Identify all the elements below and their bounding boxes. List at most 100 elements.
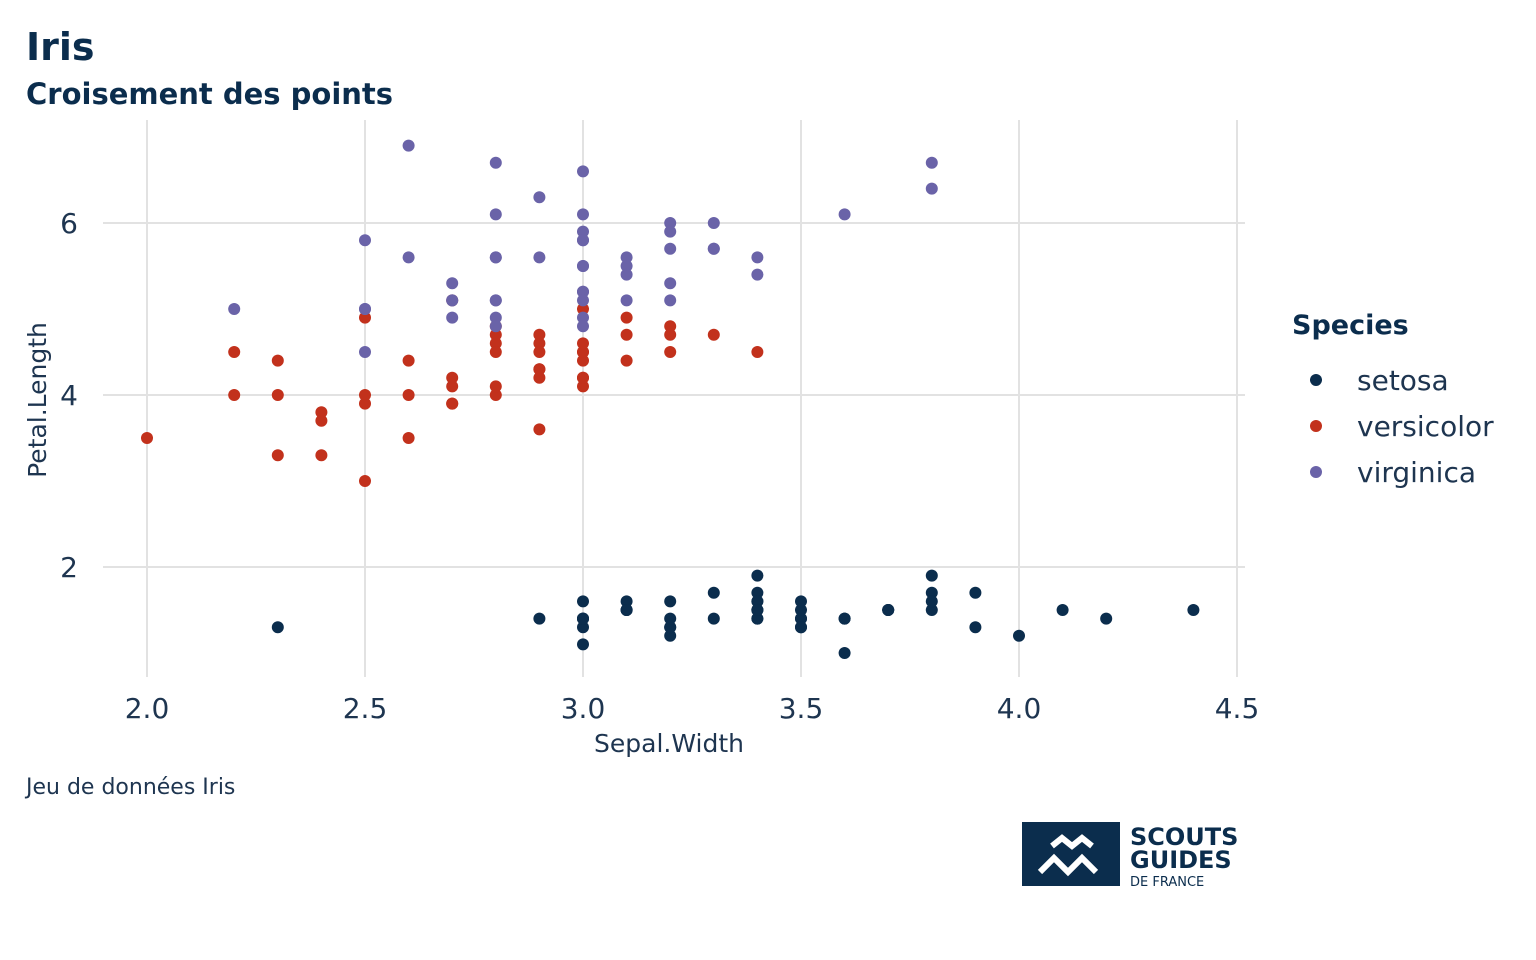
point-versicolor	[489, 337, 502, 350]
point-setosa	[795, 612, 807, 625]
x-tick-label: 4.5	[1215, 692, 1260, 725]
point-virginica	[664, 242, 677, 255]
point-setosa	[1100, 612, 1113, 625]
point-virginica	[620, 251, 633, 264]
point-versicolor	[446, 397, 459, 410]
logo-line3: DE FRANCE	[1130, 875, 1204, 890]
point-versicolor	[533, 363, 546, 376]
chart-subtitle: Croisement des points	[26, 77, 393, 111]
point-setosa	[751, 595, 764, 608]
point-setosa	[969, 621, 982, 634]
point-setosa	[620, 604, 633, 616]
point-versicolor	[577, 371, 589, 384]
logo-line1: SCOUTS	[1130, 823, 1238, 851]
legend-label-virginica: virginica	[1357, 456, 1476, 489]
point-versicolor	[489, 380, 502, 393]
logo-badge	[1022, 822, 1120, 886]
point-versicolor	[446, 371, 459, 384]
legend-key-virginica	[1310, 466, 1322, 478]
point-versicolor	[228, 346, 241, 358]
point-setosa	[882, 604, 895, 616]
point-versicolor	[228, 389, 241, 401]
point-setosa	[533, 612, 546, 625]
point-setosa	[271, 621, 284, 634]
point-versicolor	[533, 346, 546, 358]
x-tick-label: 3.5	[779, 692, 824, 725]
point-virginica	[664, 277, 677, 290]
point-virginica	[620, 260, 633, 272]
point-versicolor	[315, 449, 328, 462]
point-versicolor	[489, 346, 502, 358]
point-virginica	[925, 182, 938, 195]
point-setosa	[664, 595, 677, 608]
point-setosa	[577, 638, 589, 651]
chart-caption: Jeu de données Iris	[24, 775, 235, 800]
point-setosa	[751, 569, 764, 582]
point-virginica	[533, 251, 546, 264]
point-virginica	[577, 294, 589, 307]
point-versicolor	[533, 423, 546, 436]
legend-label-versicolor: versicolor	[1357, 410, 1494, 443]
y-tick-label: 2	[60, 551, 78, 584]
point-virginica	[577, 285, 589, 298]
point-virginica	[577, 165, 589, 178]
point-setosa	[577, 595, 589, 608]
point-virginica	[664, 294, 677, 307]
point-setosa	[751, 586, 764, 599]
point-versicolor	[359, 397, 371, 410]
chart-title: Iris	[26, 25, 95, 69]
y-tick-label: 6	[60, 207, 78, 240]
legend-key-setosa	[1310, 374, 1322, 386]
point-versicolor	[359, 389, 371, 401]
point-setosa	[664, 629, 677, 642]
point-setosa	[838, 612, 851, 625]
point-setosa	[969, 586, 982, 599]
point-setosa	[795, 604, 807, 616]
point-versicolor	[664, 320, 677, 333]
point-virginica	[446, 311, 459, 324]
point-virginica	[489, 208, 502, 221]
point-virginica	[359, 303, 371, 315]
x-tick-label: 3.0	[561, 692, 606, 725]
point-virginica	[533, 191, 546, 204]
point-versicolor	[577, 346, 589, 358]
legend-key-versicolor	[1310, 420, 1322, 432]
point-virginica	[707, 217, 720, 229]
point-virginica	[925, 156, 938, 169]
point-setosa	[664, 612, 677, 625]
point-versicolor	[271, 389, 284, 401]
point-setosa	[1187, 604, 1200, 616]
point-virginica	[228, 303, 241, 315]
point-virginica	[577, 311, 589, 324]
point-versicolor	[489, 328, 502, 341]
point-setosa	[707, 586, 720, 599]
point-versicolor	[489, 389, 502, 401]
point-setosa	[707, 612, 720, 625]
point-virginica	[577, 208, 589, 221]
point-versicolor	[577, 354, 589, 367]
point-setosa	[1013, 629, 1025, 642]
point-virginica	[359, 234, 371, 247]
point-versicolor	[664, 328, 677, 341]
point-setosa	[577, 612, 589, 625]
point-setosa	[751, 604, 764, 616]
point-virginica	[620, 294, 633, 307]
point-virginica	[664, 225, 677, 238]
x-tick-labels: 2.0 2.5 3.0 3.5 4.0 4.5	[125, 692, 1260, 725]
point-virginica	[359, 346, 371, 358]
point-setosa	[925, 586, 938, 599]
point-versicolor	[751, 346, 764, 358]
point-versicolor	[359, 311, 371, 324]
point-virginica	[402, 251, 415, 264]
point-versicolor	[533, 337, 546, 350]
x-axis-title: Sepal.Width	[594, 729, 744, 758]
point-versicolor	[402, 432, 415, 444]
point-setosa	[577, 621, 589, 634]
point-virginica	[489, 156, 502, 169]
point-versicolor	[664, 346, 677, 358]
point-versicolor	[620, 328, 633, 341]
logo-line2: GUIDES	[1130, 846, 1232, 874]
point-virginica	[446, 294, 459, 307]
point-virginica	[446, 277, 459, 290]
